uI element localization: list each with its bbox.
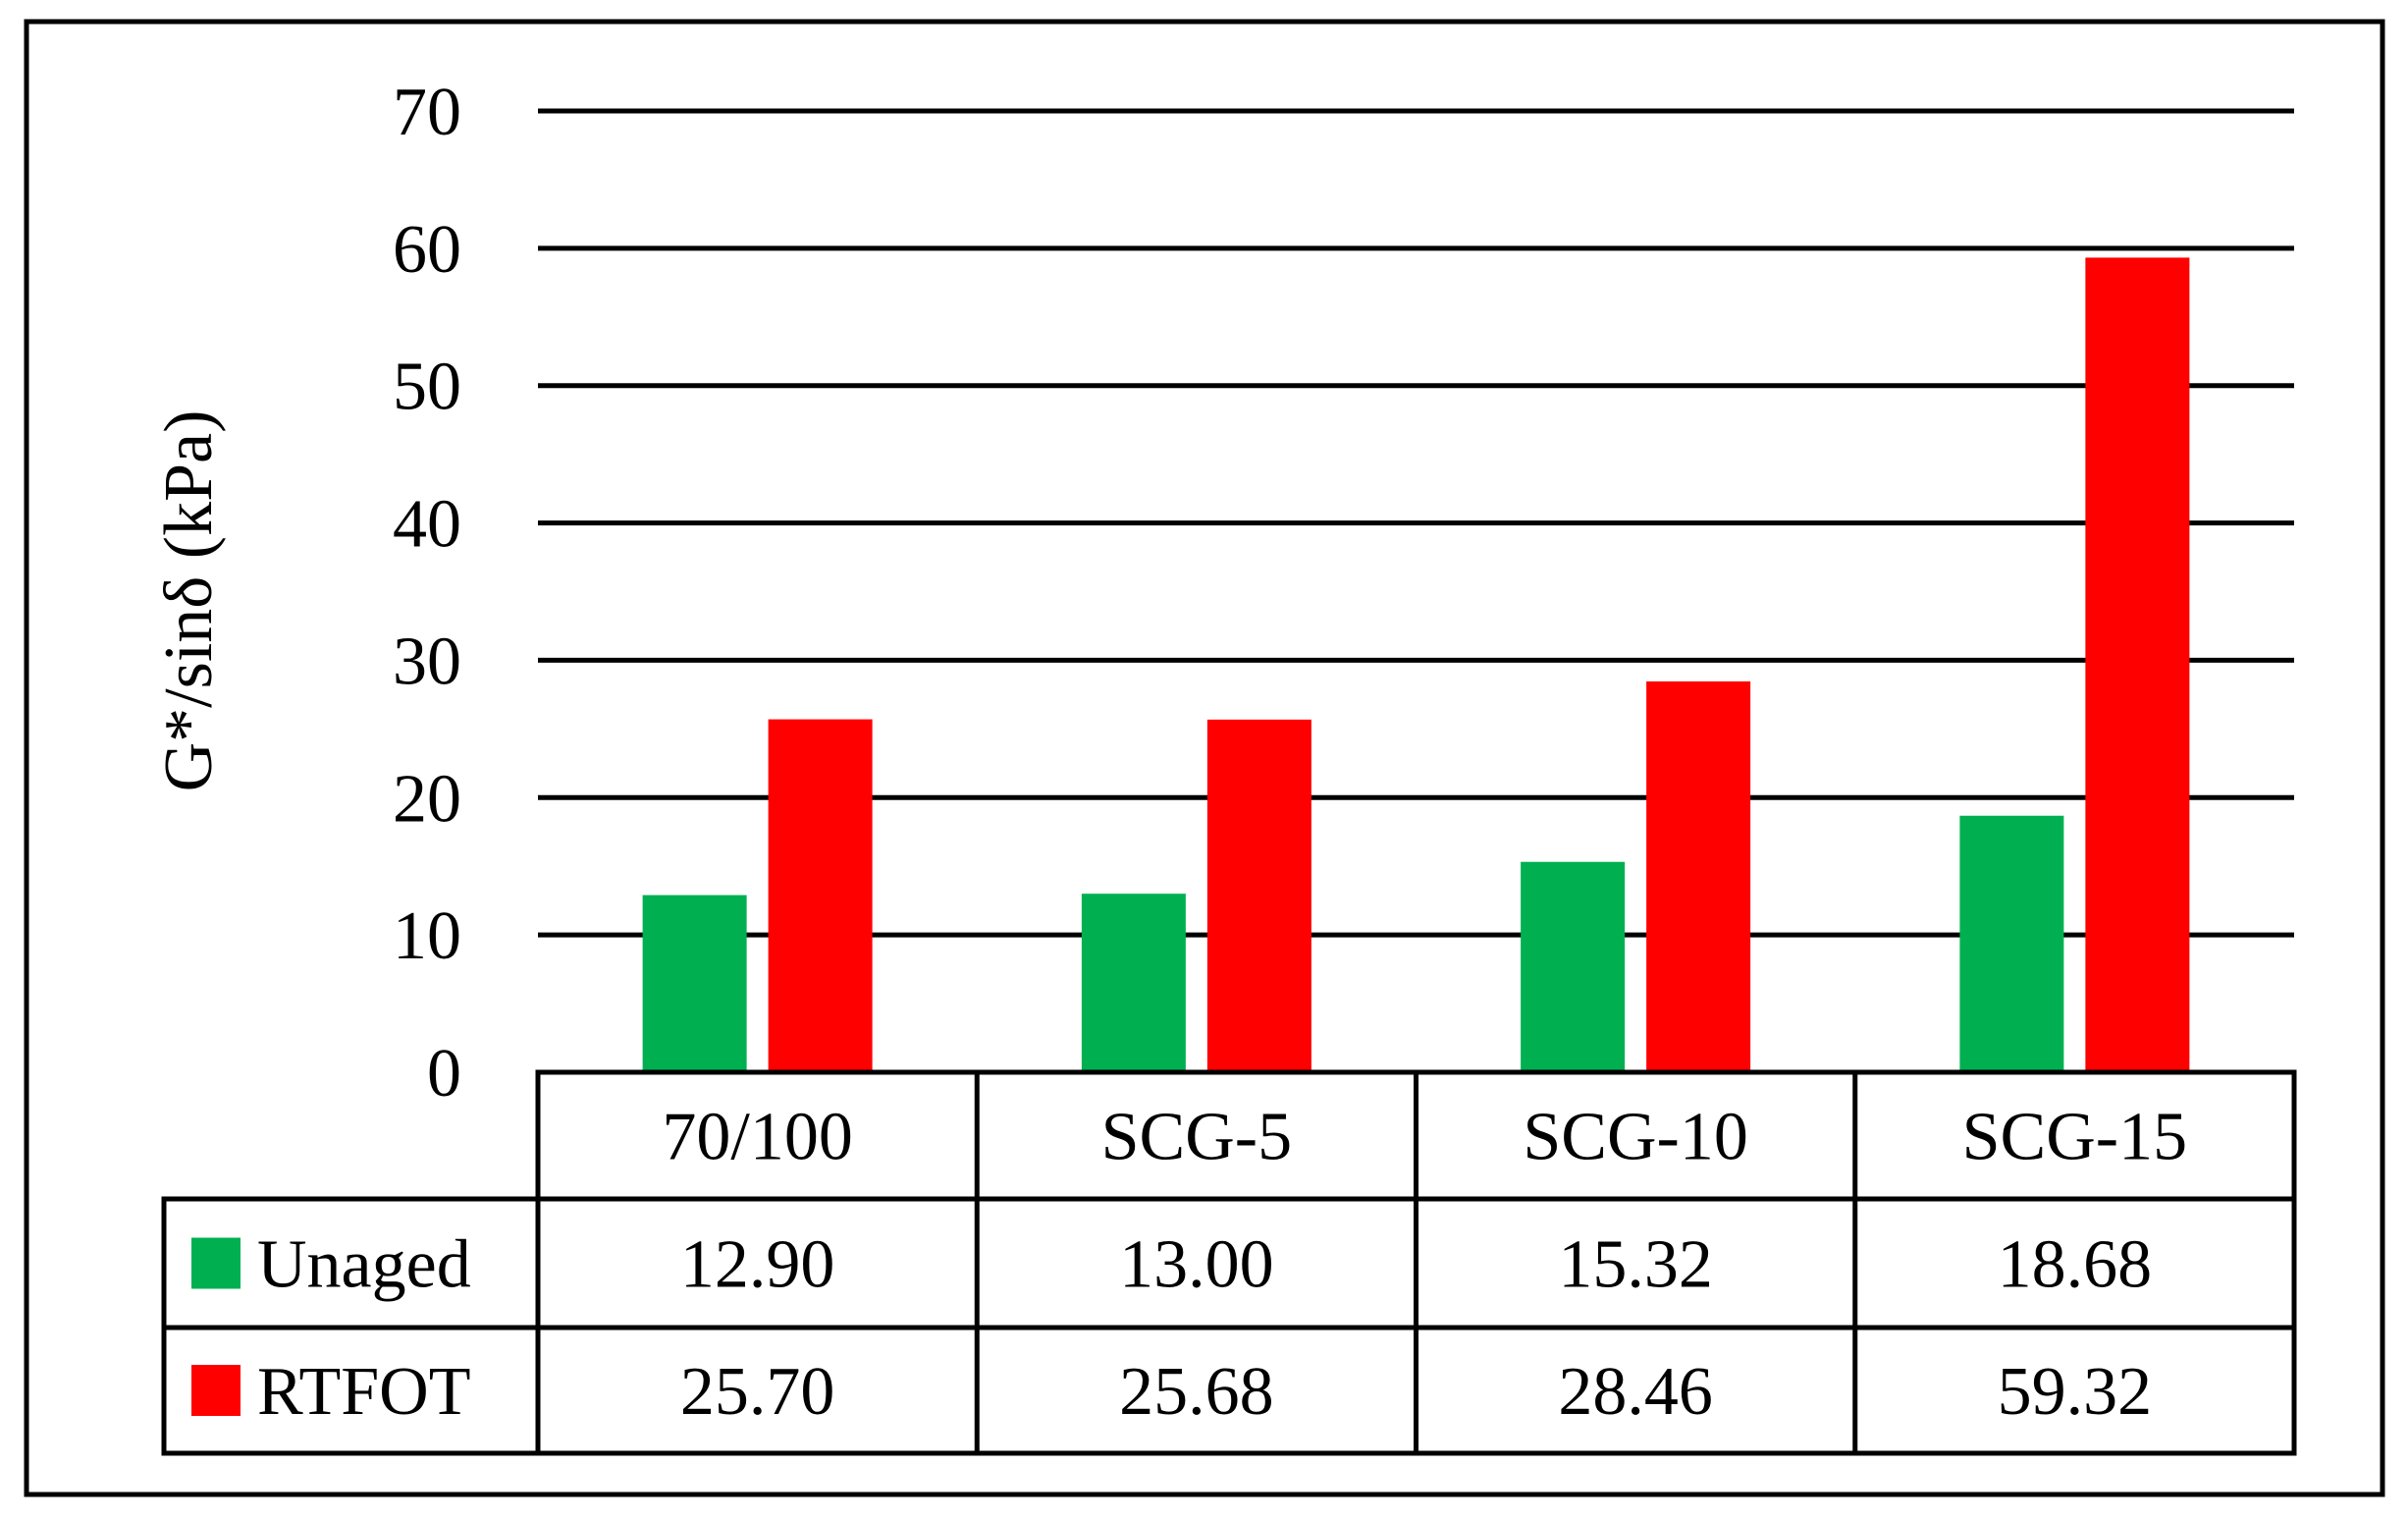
bar-rtfot-0: [768, 719, 873, 1072]
data-value-label: 15.32: [1558, 1227, 1713, 1303]
y-axis-ticks: 0 10 20 30 40 50 60 70: [393, 75, 461, 1112]
data-value-label: 25.70: [680, 1354, 835, 1430]
legend-swatch-unaged: [191, 1237, 241, 1289]
legend-label: RTFOT: [257, 1354, 471, 1430]
x-category-label: SCG-5: [1101, 1100, 1292, 1175]
data-table: 70/100 SCG-5 SCG-10 SCG-15 Unaged 12.90 13.00 1…: [161, 1069, 2297, 1456]
bar-rtfot-3: [2085, 257, 2190, 1072]
x-category-label: SCG-15: [1962, 1100, 2187, 1175]
data-value-label: 59.32: [1998, 1354, 2153, 1430]
bar-unaged-1: [1081, 894, 1186, 1072]
data-value-label: 13.00: [1119, 1227, 1274, 1303]
bar-rtfot-2: [1646, 680, 1751, 1072]
bar-unaged-3: [1959, 815, 2064, 1072]
legend-label: Unaged: [257, 1227, 471, 1303]
bars: [642, 257, 2190, 1072]
y-tick-label: 10: [393, 898, 461, 974]
y-tick-label: 30: [393, 624, 461, 699]
y-tick-label: 50: [393, 350, 461, 425]
legend-swatch-rtfot: [191, 1365, 241, 1416]
data-value-label: 12.90: [680, 1227, 835, 1303]
y-tick-label: 60: [393, 212, 461, 288]
y-tick-label: 0: [427, 1036, 461, 1112]
data-value-label: 28.46: [1558, 1354, 1713, 1430]
y-tick-label: 70: [393, 75, 461, 150]
chart-frame: [24, 19, 2385, 1497]
data-value-label: 18.68: [1998, 1227, 2153, 1303]
bar-rtfot-1: [1206, 719, 1311, 1072]
x-category-label: SCG-10: [1523, 1100, 1747, 1175]
y-axis-label: G*/sinδ (kPa): [151, 410, 227, 792]
bar-unaged-0: [642, 895, 747, 1072]
bar-unaged-2: [1521, 861, 1626, 1072]
x-category-label: 70/100: [662, 1100, 852, 1175]
y-tick-label: 20: [393, 761, 461, 837]
data-value-label: 25.68: [1119, 1354, 1274, 1430]
y-tick-label: 40: [393, 487, 461, 563]
